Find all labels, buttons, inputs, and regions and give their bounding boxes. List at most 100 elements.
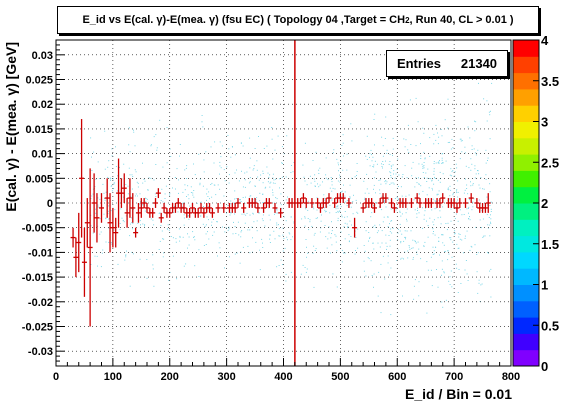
scatter-point — [138, 203, 140, 205]
scatter-point — [117, 263, 119, 265]
scatter-point — [408, 151, 410, 153]
scatter-point — [376, 163, 378, 165]
scatter-point — [468, 218, 469, 220]
scatter-point — [123, 163, 125, 165]
scatter-point — [234, 226, 236, 228]
scatter-point — [234, 213, 235, 215]
scatter-point — [112, 178, 114, 180]
scatter-point — [372, 226, 374, 228]
scatter-point — [424, 158, 426, 160]
scatter-point — [201, 121, 203, 123]
palette-swatch — [513, 268, 539, 285]
profile-point — [87, 168, 93, 327]
scatter-point — [137, 195, 138, 197]
scatter-point — [167, 224, 169, 226]
scatter-point — [155, 134, 157, 136]
scatter-point — [258, 136, 259, 137]
scatter-point — [475, 121, 477, 123]
scatter-point — [471, 246, 473, 248]
scatter-point — [272, 177, 274, 179]
scatter-point — [449, 237, 451, 239]
scatter-point — [380, 312, 382, 314]
scatter-point — [490, 221, 491, 223]
scatter-point — [444, 250, 446, 252]
scatter-point — [346, 205, 348, 207]
profile-point — [482, 203, 488, 213]
scatter-point — [307, 200, 309, 202]
scatter-point — [178, 192, 179, 194]
scatter-point — [451, 175, 453, 177]
scatter-point — [413, 298, 415, 300]
scatter-point — [317, 183, 318, 185]
profile-point — [340, 193, 346, 203]
scatter-point — [282, 234, 284, 236]
scatter-point — [148, 177, 150, 179]
scatter-point — [342, 169, 344, 171]
scatter-point — [451, 138, 453, 140]
profile-point — [468, 193, 474, 203]
scatter-point — [208, 206, 210, 207]
profile-point — [391, 203, 397, 213]
scatter-point — [373, 248, 375, 250]
profile-point — [99, 193, 104, 223]
scatter-point — [405, 195, 407, 197]
scatter-point — [94, 255, 96, 257]
scatter-point — [162, 256, 164, 258]
scatter-point — [134, 145, 136, 147]
scatter-point — [208, 238, 210, 240]
scatter-point — [109, 177, 111, 179]
scatter-point — [336, 206, 338, 208]
scatter-point — [265, 186, 267, 188]
scatter-point — [394, 198, 396, 199]
scatter-point — [420, 155, 422, 157]
scatter-point — [330, 237, 332, 239]
scatter-point — [356, 175, 357, 176]
scatter-point — [280, 193, 282, 195]
scatter-point — [337, 180, 339, 182]
scatter-point — [337, 162, 339, 164]
scatter-point — [417, 121, 419, 123]
scatter-point — [447, 142, 449, 143]
scatter-point — [487, 252, 489, 254]
scatter-point — [482, 218, 484, 220]
profile-point — [215, 203, 221, 213]
scatter-point — [108, 160, 110, 162]
scatter-point — [318, 186, 320, 188]
scatter-point — [407, 257, 409, 259]
scatter-point — [373, 205, 375, 207]
scatter-point — [285, 280, 287, 282]
scatter-point — [236, 252, 238, 254]
scatter-point — [230, 203, 232, 205]
y-tick-label: -0.025 — [22, 321, 53, 333]
scatter-point — [129, 174, 131, 176]
scatter-point — [331, 184, 333, 186]
palette-tick-label: 1.5 — [541, 237, 559, 252]
scatter-point — [91, 195, 93, 197]
scatter-point — [450, 189, 452, 191]
scatter-point — [312, 252, 314, 254]
scatter-point — [224, 180, 226, 182]
scatter-point — [129, 151, 131, 153]
scatter-point — [279, 187, 280, 189]
scatter-point — [415, 145, 417, 147]
scatter-point — [473, 148, 475, 150]
scatter-point — [483, 235, 485, 237]
profile-point — [161, 203, 167, 213]
scatter-point — [301, 218, 303, 220]
profile-point — [485, 193, 491, 213]
scatter-point — [94, 186, 96, 188]
scatter-point — [412, 161, 414, 163]
x-axis-label: E_id / Bin = 0.01 — [405, 386, 512, 402]
scatter-point — [456, 190, 457, 192]
scatter-point — [111, 148, 113, 150]
scatter-point — [350, 206, 352, 208]
scatter-point — [433, 231, 434, 232]
scatter-point — [154, 193, 156, 195]
palette-swatch — [513, 105, 539, 122]
scatter-point — [364, 192, 366, 194]
palette-swatch — [513, 251, 539, 269]
palette-tick-label: 1 — [541, 278, 548, 293]
scatter-point — [183, 265, 185, 267]
y-tick-label: -0.015 — [22, 272, 53, 284]
scatter-point — [256, 169, 258, 171]
